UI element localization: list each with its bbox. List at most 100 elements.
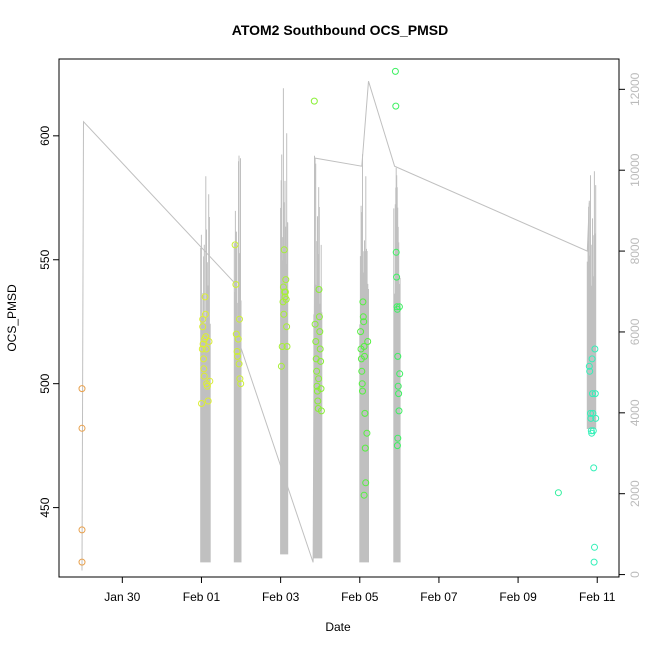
x-tick-label: Feb 07 bbox=[420, 590, 458, 604]
data-point bbox=[360, 318, 368, 326]
scatter-points bbox=[78, 67, 600, 566]
trace-line bbox=[81, 81, 590, 571]
data-point bbox=[592, 414, 600, 422]
data-point bbox=[361, 352, 368, 360]
data-point bbox=[317, 357, 325, 365]
data-point bbox=[554, 489, 562, 497]
data-point bbox=[591, 345, 599, 353]
data-point bbox=[237, 380, 245, 388]
data-point bbox=[392, 248, 400, 256]
trace-spike-burst bbox=[393, 167, 401, 563]
data-point bbox=[78, 385, 86, 393]
data-point bbox=[359, 387, 366, 395]
data-point bbox=[236, 375, 244, 383]
data-point bbox=[283, 343, 291, 350]
x-tick-label: Jan 30 bbox=[104, 590, 140, 604]
data-point bbox=[283, 323, 291, 331]
x-tick-label: Feb 01 bbox=[183, 590, 221, 604]
data-point bbox=[396, 370, 404, 378]
data-point bbox=[234, 335, 242, 343]
x-axis-label: Date bbox=[325, 620, 351, 634]
data-point bbox=[281, 288, 289, 296]
data-point bbox=[393, 273, 401, 281]
y2-tick-label: 12000 bbox=[628, 72, 642, 106]
data-point bbox=[359, 298, 367, 306]
data-point bbox=[233, 348, 241, 355]
y2-tick-label: 2000 bbox=[628, 480, 642, 507]
data-point bbox=[202, 333, 210, 341]
data-point bbox=[362, 479, 370, 487]
data-point bbox=[359, 313, 367, 321]
data-point bbox=[235, 360, 243, 368]
data-point bbox=[589, 427, 597, 435]
y2-tick-label: 0 bbox=[628, 571, 642, 578]
data-point bbox=[311, 320, 319, 328]
data-point bbox=[316, 328, 324, 336]
data-point bbox=[310, 97, 318, 105]
data-point bbox=[590, 558, 598, 566]
data-point bbox=[198, 400, 205, 407]
data-point bbox=[391, 67, 399, 75]
chart-title: ATOM2 Southbound OCS_PMSD bbox=[232, 22, 448, 38]
data-point bbox=[315, 375, 323, 383]
data-point bbox=[358, 367, 366, 375]
y2-tick-label: 10000 bbox=[628, 153, 642, 187]
data-point bbox=[312, 338, 320, 345]
data-point bbox=[277, 362, 285, 370]
y2-tick-label: 8000 bbox=[628, 237, 642, 264]
y2-tick-label: 6000 bbox=[628, 318, 642, 345]
data-point bbox=[589, 390, 596, 398]
data-point bbox=[234, 352, 241, 360]
data-point bbox=[206, 377, 214, 385]
data-point bbox=[314, 397, 322, 405]
data-point bbox=[363, 429, 371, 437]
data-point bbox=[231, 241, 239, 249]
data-point bbox=[394, 382, 402, 390]
data-point bbox=[205, 338, 213, 345]
data-point bbox=[357, 328, 365, 336]
data-point bbox=[317, 407, 325, 415]
data-point bbox=[200, 365, 208, 373]
data-point bbox=[78, 558, 86, 566]
axes: Jan 30 Feb 01 Feb 03 Feb 05 Feb 07 Feb 09 Feb … bbox=[38, 72, 642, 604]
data-point bbox=[316, 345, 324, 353]
data-point bbox=[361, 409, 369, 417]
data-point bbox=[358, 380, 366, 388]
data-point bbox=[282, 295, 290, 303]
data-point bbox=[392, 102, 400, 110]
data-point bbox=[360, 343, 368, 350]
data-point bbox=[232, 281, 240, 288]
data-point bbox=[590, 464, 598, 472]
data-point bbox=[236, 315, 243, 323]
data-point bbox=[360, 491, 368, 499]
x-tick-label: Feb 05 bbox=[341, 590, 379, 604]
data-point bbox=[587, 409, 594, 417]
data-point bbox=[585, 362, 593, 370]
data-point bbox=[315, 286, 323, 293]
data-point bbox=[394, 352, 402, 360]
x-tick-label: Feb 03 bbox=[262, 590, 300, 604]
data-point bbox=[395, 407, 403, 415]
trace-spike-burst bbox=[200, 176, 211, 563]
data-point bbox=[282, 276, 290, 284]
data-point bbox=[204, 397, 212, 405]
y-tick-label: 600 bbox=[38, 126, 52, 146]
data-point bbox=[200, 372, 208, 380]
data-point bbox=[361, 444, 369, 452]
data-point bbox=[199, 340, 207, 348]
y-tick-label: 500 bbox=[38, 373, 52, 393]
data-point bbox=[395, 390, 403, 398]
data-point bbox=[199, 323, 207, 331]
data-point bbox=[395, 303, 403, 311]
y2-tick-label: 4000 bbox=[628, 399, 642, 426]
data-point bbox=[364, 338, 372, 345]
data-point bbox=[317, 385, 325, 393]
data-point bbox=[588, 355, 596, 363]
data-point bbox=[394, 434, 402, 442]
data-point bbox=[78, 424, 86, 432]
data-point bbox=[201, 293, 209, 301]
trace-spike-burst bbox=[586, 171, 597, 429]
data-point bbox=[202, 345, 210, 353]
